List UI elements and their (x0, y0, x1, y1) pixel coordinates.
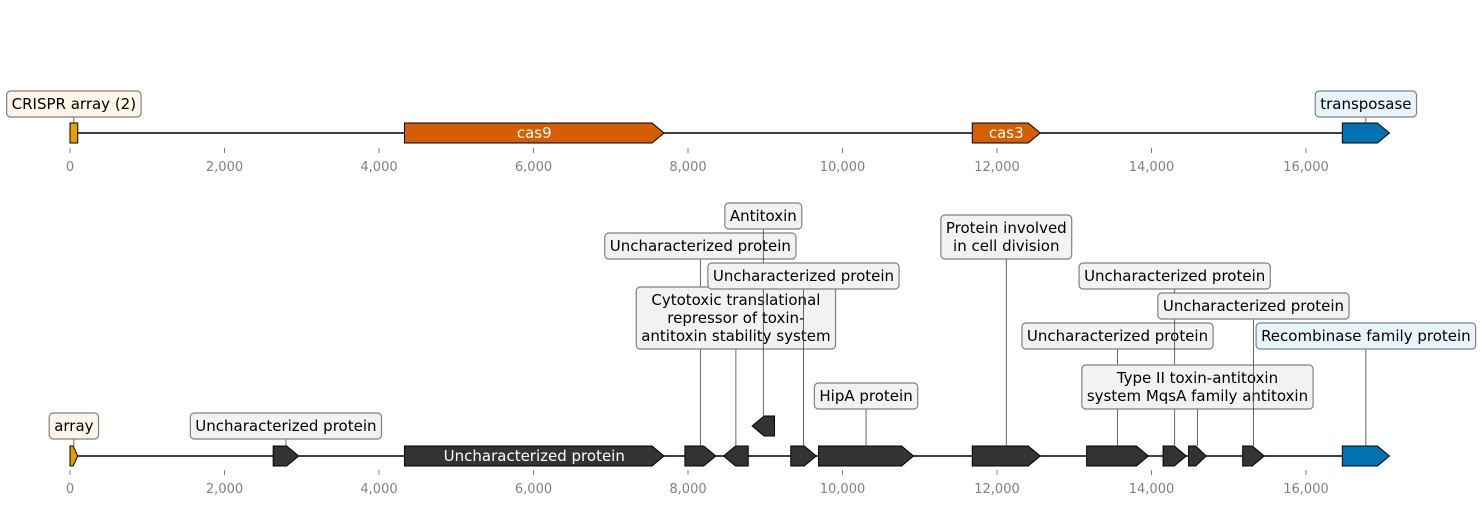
label-box (1081, 364, 1314, 410)
label-box (604, 232, 797, 260)
tick-label: 6,000 (515, 160, 552, 175)
tick-label: 4,000 (360, 482, 397, 497)
gene-label-line: Type II toxin-antitoxin (1116, 369, 1278, 387)
gene-label: Cytotoxic translational repressor of toxi… (641, 291, 830, 345)
gene-feature (1341, 122, 1391, 144)
gene-label-line: Uncharacterized protein (610, 237, 791, 255)
gene-feature (722, 445, 749, 467)
gene-label: Uncharacterized protein (713, 267, 894, 285)
gene-label: Uncharacterized protein (1163, 297, 1344, 315)
gene-feature (272, 445, 300, 467)
gene-label-line: transposase (1320, 95, 1411, 113)
label-box (707, 262, 900, 290)
label-box (48, 412, 100, 440)
gene-label: Uncharacterized protein (610, 237, 791, 255)
gene-label: Protein involved in cell division (946, 219, 1067, 255)
gene-label-line: Uncharacterized protein (1084, 267, 1265, 285)
label-box (1078, 262, 1271, 290)
gene-feature (1162, 445, 1188, 467)
tick-label: 8,000 (669, 160, 706, 175)
gene-feature (69, 122, 79, 144)
tick-label: 16,000 (1283, 160, 1329, 175)
tick-label: 2,000 (206, 160, 243, 175)
gene-label: Uncharacterized protein (1084, 267, 1265, 285)
tick-label: 12,000 (974, 160, 1020, 175)
label-box (1157, 292, 1350, 320)
gene-inside-label: Uncharacterized protein (444, 447, 625, 465)
gene-feature (1086, 445, 1150, 467)
gene-label: transposase (1320, 95, 1411, 113)
gene-feature (971, 445, 1042, 467)
gene-label-line: Antitoxin (730, 207, 797, 225)
gene-feature (684, 445, 717, 467)
gene-feature (1341, 445, 1391, 467)
gene-label-line: Cytotoxic translational (651, 291, 820, 309)
gene-inside-label: cas9 (517, 124, 552, 142)
label-box (189, 412, 383, 440)
label-box (1255, 322, 1477, 350)
gene-feature (69, 445, 79, 467)
gene-label-line: in cell division (953, 237, 1059, 255)
tick-label: 6,000 (515, 482, 552, 497)
gene-label-line: HipA protein (819, 387, 912, 405)
gene-label-line: Uncharacterized protein (1027, 327, 1208, 345)
tick-label: 8,000 (669, 482, 706, 497)
gene-label-line: repressor of toxin- (667, 309, 804, 327)
gene-label-line: Recombinase family protein (1261, 327, 1471, 345)
gene-feature (403, 445, 665, 467)
gene-feature (971, 122, 1042, 144)
gene-inside-label: cas3 (989, 124, 1024, 142)
gene-feature (1188, 445, 1208, 467)
track-bottom: 0 2,000 4,000 6,000 8,000 10,000 12,000 14,000 1… (48, 202, 1477, 497)
gene-label: Uncharacterized protein (195, 417, 376, 435)
gene-label-line: Uncharacterized protein (713, 267, 894, 285)
gene-label: array (54, 417, 93, 435)
tick-label: 10,000 (820, 482, 866, 497)
tick-label: 0 (66, 160, 74, 175)
tick-label: 4,000 (360, 160, 397, 175)
label-box (1314, 90, 1418, 118)
gene-label-line: CRISPR array (2) (12, 95, 136, 113)
gene-feature (818, 445, 915, 467)
gene-label-line: Uncharacterized protein (195, 417, 376, 435)
track-top: 0 2,000 4,000 6,000 8,000 10,000 12,000 14,000 1… (6, 90, 1418, 175)
label-box (813, 382, 919, 410)
gene-label: Type II toxin-antitoxin system MqsA famil… (1087, 369, 1308, 405)
label-box (724, 202, 803, 230)
tick-label: 10,000 (820, 160, 866, 175)
label-box (940, 214, 1073, 260)
gene-label: Uncharacterized protein (1027, 327, 1208, 345)
gene-label-line: Uncharacterized protein (1163, 297, 1344, 315)
gene-label-line: array (54, 417, 93, 435)
tick-label: 16,000 (1283, 482, 1329, 497)
tick-label: 0 (66, 482, 74, 497)
gene-label-line: system MqsA family antitoxin (1087, 387, 1308, 405)
tick-label: 14,000 (1129, 160, 1175, 175)
gene-label: Antitoxin (730, 207, 797, 225)
gene-feature (790, 445, 818, 467)
label-box (1021, 322, 1214, 350)
gene-feature (1242, 445, 1266, 467)
gene-label: Recombinase family protein (1261, 327, 1471, 345)
tick-label: 14,000 (1129, 482, 1175, 497)
gene-label-line: antitoxin stability system (641, 327, 830, 345)
tick-label: 2,000 (206, 482, 243, 497)
gene-label: CRISPR array (2) (12, 95, 136, 113)
gene-feature (403, 122, 665, 144)
tick-label: 12,000 (974, 482, 1020, 497)
label-box (6, 90, 142, 118)
gene-feature (751, 415, 776, 437)
gene-label-line: Protein involved (946, 219, 1067, 237)
gene-label: HipA protein (819, 387, 912, 405)
